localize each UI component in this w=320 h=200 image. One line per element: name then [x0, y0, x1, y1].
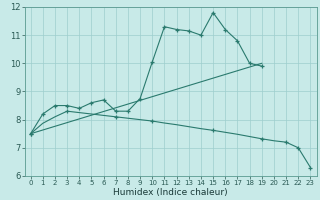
X-axis label: Humidex (Indice chaleur): Humidex (Indice chaleur): [113, 188, 228, 197]
